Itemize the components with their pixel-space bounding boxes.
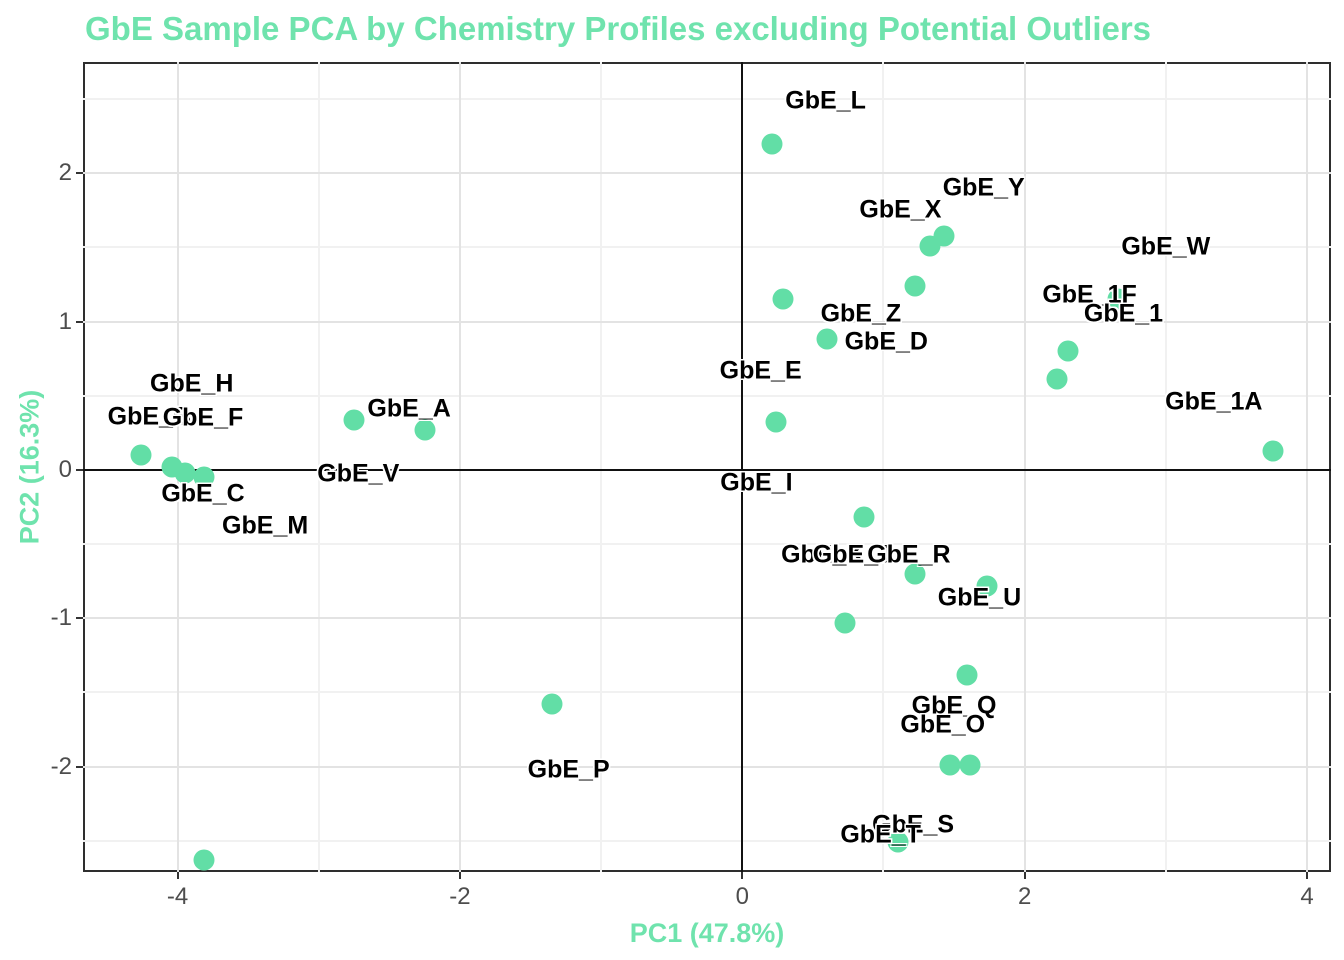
y-tick-label: 1 [58,307,72,335]
data-point [1046,368,1068,390]
point-label: GbE_M [222,511,309,540]
x-tick-label: 2 [1017,883,1032,910]
point-label: GbE_D [844,327,928,356]
point-label: GbE_1A [1165,387,1263,416]
x-gridline-minor [882,62,885,872]
point-label: GbE_L [785,86,866,115]
chart-title: GbE Sample PCA by Chemistry Profiles exc… [85,10,1152,47]
data-point [343,409,365,431]
data-point [193,466,215,488]
data-point [904,563,926,585]
y-tick [76,172,83,175]
data-point [414,419,436,441]
point-label: GbE_X [859,195,942,224]
point-label: GbE_C [161,479,245,508]
data-point [193,849,215,871]
point-label: GbE_B [107,402,192,431]
point-label: GbE_O [900,710,986,739]
x-gridline-major [1306,62,1308,872]
x-tick [458,872,461,879]
data-point [959,754,981,776]
data-point [853,506,875,528]
point-label: GbE_V [317,459,400,488]
data-point [130,444,152,466]
zero-vline [741,62,744,872]
data-point [765,411,787,433]
y-tick [76,617,83,620]
point-label: GbE_Y [942,173,1025,202]
data-point [1057,340,1079,362]
point-label: GbE_F [162,403,244,432]
y-gridline-minor [83,98,1331,101]
x-tick-label: 4 [1300,883,1314,910]
y-tick-label: 2 [58,159,72,187]
point-label: GbE_J [812,540,893,569]
point-label: GbE_E [719,356,802,385]
x-tick [741,872,744,879]
y-gridline-major [83,172,1331,175]
point-label: GbE_1F [1042,280,1137,309]
point-label: GbE_P [527,755,610,784]
data-point [834,612,856,634]
data-point [541,693,563,715]
x-gridline-minor [1164,62,1167,872]
point-label: GbE_H [150,369,234,398]
data-point [933,225,955,247]
x-gridline-minor [600,62,603,872]
data-point [174,462,196,484]
y-tick-label: -2 [50,752,72,780]
point-label: GbE_R [867,540,951,569]
x-tick-label: -4 [166,883,189,910]
data-point [904,275,926,297]
y-gridline-minor [83,394,1331,397]
data-point [887,831,909,853]
data-point [956,664,978,686]
x-axis-title: PC1 (47.8%) [629,918,785,948]
x-tick [176,872,179,879]
x-tick-label: 0 [735,883,749,910]
data-point [1262,440,1284,462]
point-label: GbE_Z [820,299,902,328]
x-gridline-major [458,62,461,872]
y-gridline-major [83,617,1331,620]
point-label: GbE_1 [1083,299,1164,328]
y-tick [76,765,83,768]
y-gridline-minor [83,839,1331,842]
y-tick [76,320,83,323]
y-gridline-major [83,320,1331,323]
x-tick [1023,872,1026,879]
y-gridline-major [83,765,1331,768]
point-label: GbE_T [840,820,921,849]
data-point [976,575,998,597]
x-tick-label: -2 [449,883,471,910]
y-tick-label: -1 [50,604,72,632]
point-label: GbE_A [367,394,451,423]
y-gridline-minor [83,691,1331,694]
data-point [816,328,838,350]
zero-hline [83,468,1331,471]
point-label: GbE_Q [911,691,997,720]
data-point [772,288,794,310]
data-point [1107,288,1129,310]
y-tick [76,468,83,471]
point-label: GbE_I [720,468,793,497]
point-label: GbE_S [872,810,955,839]
x-gridline-minor [317,62,320,872]
y-gridline-minor [83,246,1331,249]
point-label: GbE_K [781,540,865,569]
plot-panel: GbE_B GbE_H GbE_F GbE_C GbE_M GbE_V GbE_A GbE_L… [83,62,1331,872]
y-gridline-minor [83,543,1331,546]
x-tick [1306,872,1308,879]
point-label: GbE_W [1121,232,1211,261]
point-label: GbE_U [937,583,1022,612]
data-point [939,754,961,776]
x-gridline-major [1023,62,1026,872]
data-point [761,133,783,155]
y-tick-label: 0 [58,455,72,483]
